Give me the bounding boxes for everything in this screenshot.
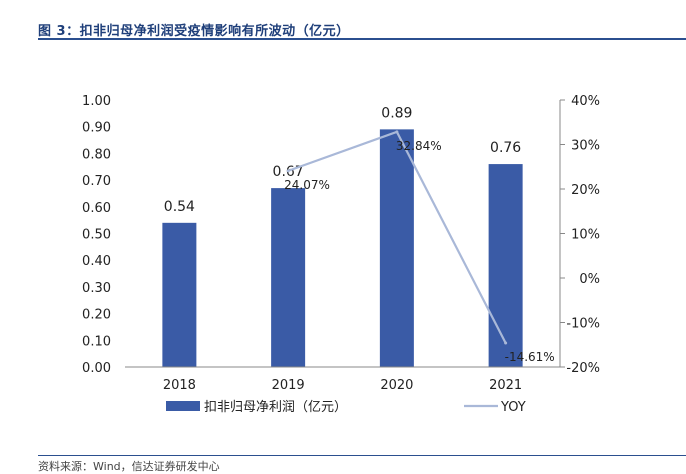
yoy-label: 32.84% [396,139,442,153]
left-tick-label: 0.80 [82,147,111,162]
x-tick-label: 2019 [272,378,305,393]
bar-2018 [162,222,197,367]
source-rule [38,455,686,456]
right-tick-label: 0% [579,272,600,287]
source-note: 资料来源：Wind，信达证券研发中心 [38,460,220,473]
yoy-label: -14.61% [505,350,555,364]
left-tick-label: 0.20 [82,308,111,323]
bar-label: 0.54 [164,199,195,215]
x-tick-label: 2020 [380,378,413,393]
line-series: 24.07% 32.84% -14.61% [284,130,555,364]
bar-label: 0.89 [381,105,412,121]
bar-2019 [271,188,306,367]
legend: 扣非归母净利润（亿元） YOY [166,400,526,415]
right-tick-label: 40% [571,94,600,109]
right-tick-label: -20% [566,361,600,376]
title-rule [38,38,686,40]
left-tick-label: 1.00 [82,94,111,109]
right-tick-label: -10% [566,317,600,332]
left-tick-label: 0.40 [82,254,111,269]
left-tick-label: 0.70 [82,174,111,189]
left-tick-label: 0.90 [82,121,111,136]
left-tick-label: 0.30 [82,281,111,296]
right-tick-label: 30% [571,139,600,154]
left-tick-label: 0.00 [82,361,111,376]
right-tick-label: 20% [571,183,600,198]
left-tick-label: 0.50 [82,228,111,243]
x-tick-label: 2021 [489,378,522,393]
right-tick-label: 10% [571,228,600,243]
left-tick-label: 0.60 [82,201,111,216]
bar-2020 [379,129,414,367]
figure-title: 图 3：扣非归母净利润受疫情影响有所波动（亿元） [38,24,350,39]
legend-bar-swatch [166,401,200,411]
bar-label: 0.76 [490,140,521,156]
legend-line-label: YOY [500,400,526,415]
x-axis: 2018 2019 2020 2021 [125,366,560,393]
legend-bar-label: 扣非归母净利润（亿元） [204,400,347,415]
left-axis: 0.00 0.10 0.20 0.30 0.40 0.50 0.60 0.70 0.80 0.90… [82,94,111,376]
yoy-point [504,341,508,345]
bar-series: 0.540.670.890.76 [162,105,523,367]
x-tick-label: 2018 [163,378,196,393]
bar-2021 [488,164,523,367]
yoy-point [286,169,290,173]
yoy-label: 24.07% [284,178,330,192]
yoy-point [395,130,399,134]
right-axis: -20% -10% 0% 10% 20% 30% 40% [559,94,600,376]
left-tick-label: 0.10 [82,334,111,349]
